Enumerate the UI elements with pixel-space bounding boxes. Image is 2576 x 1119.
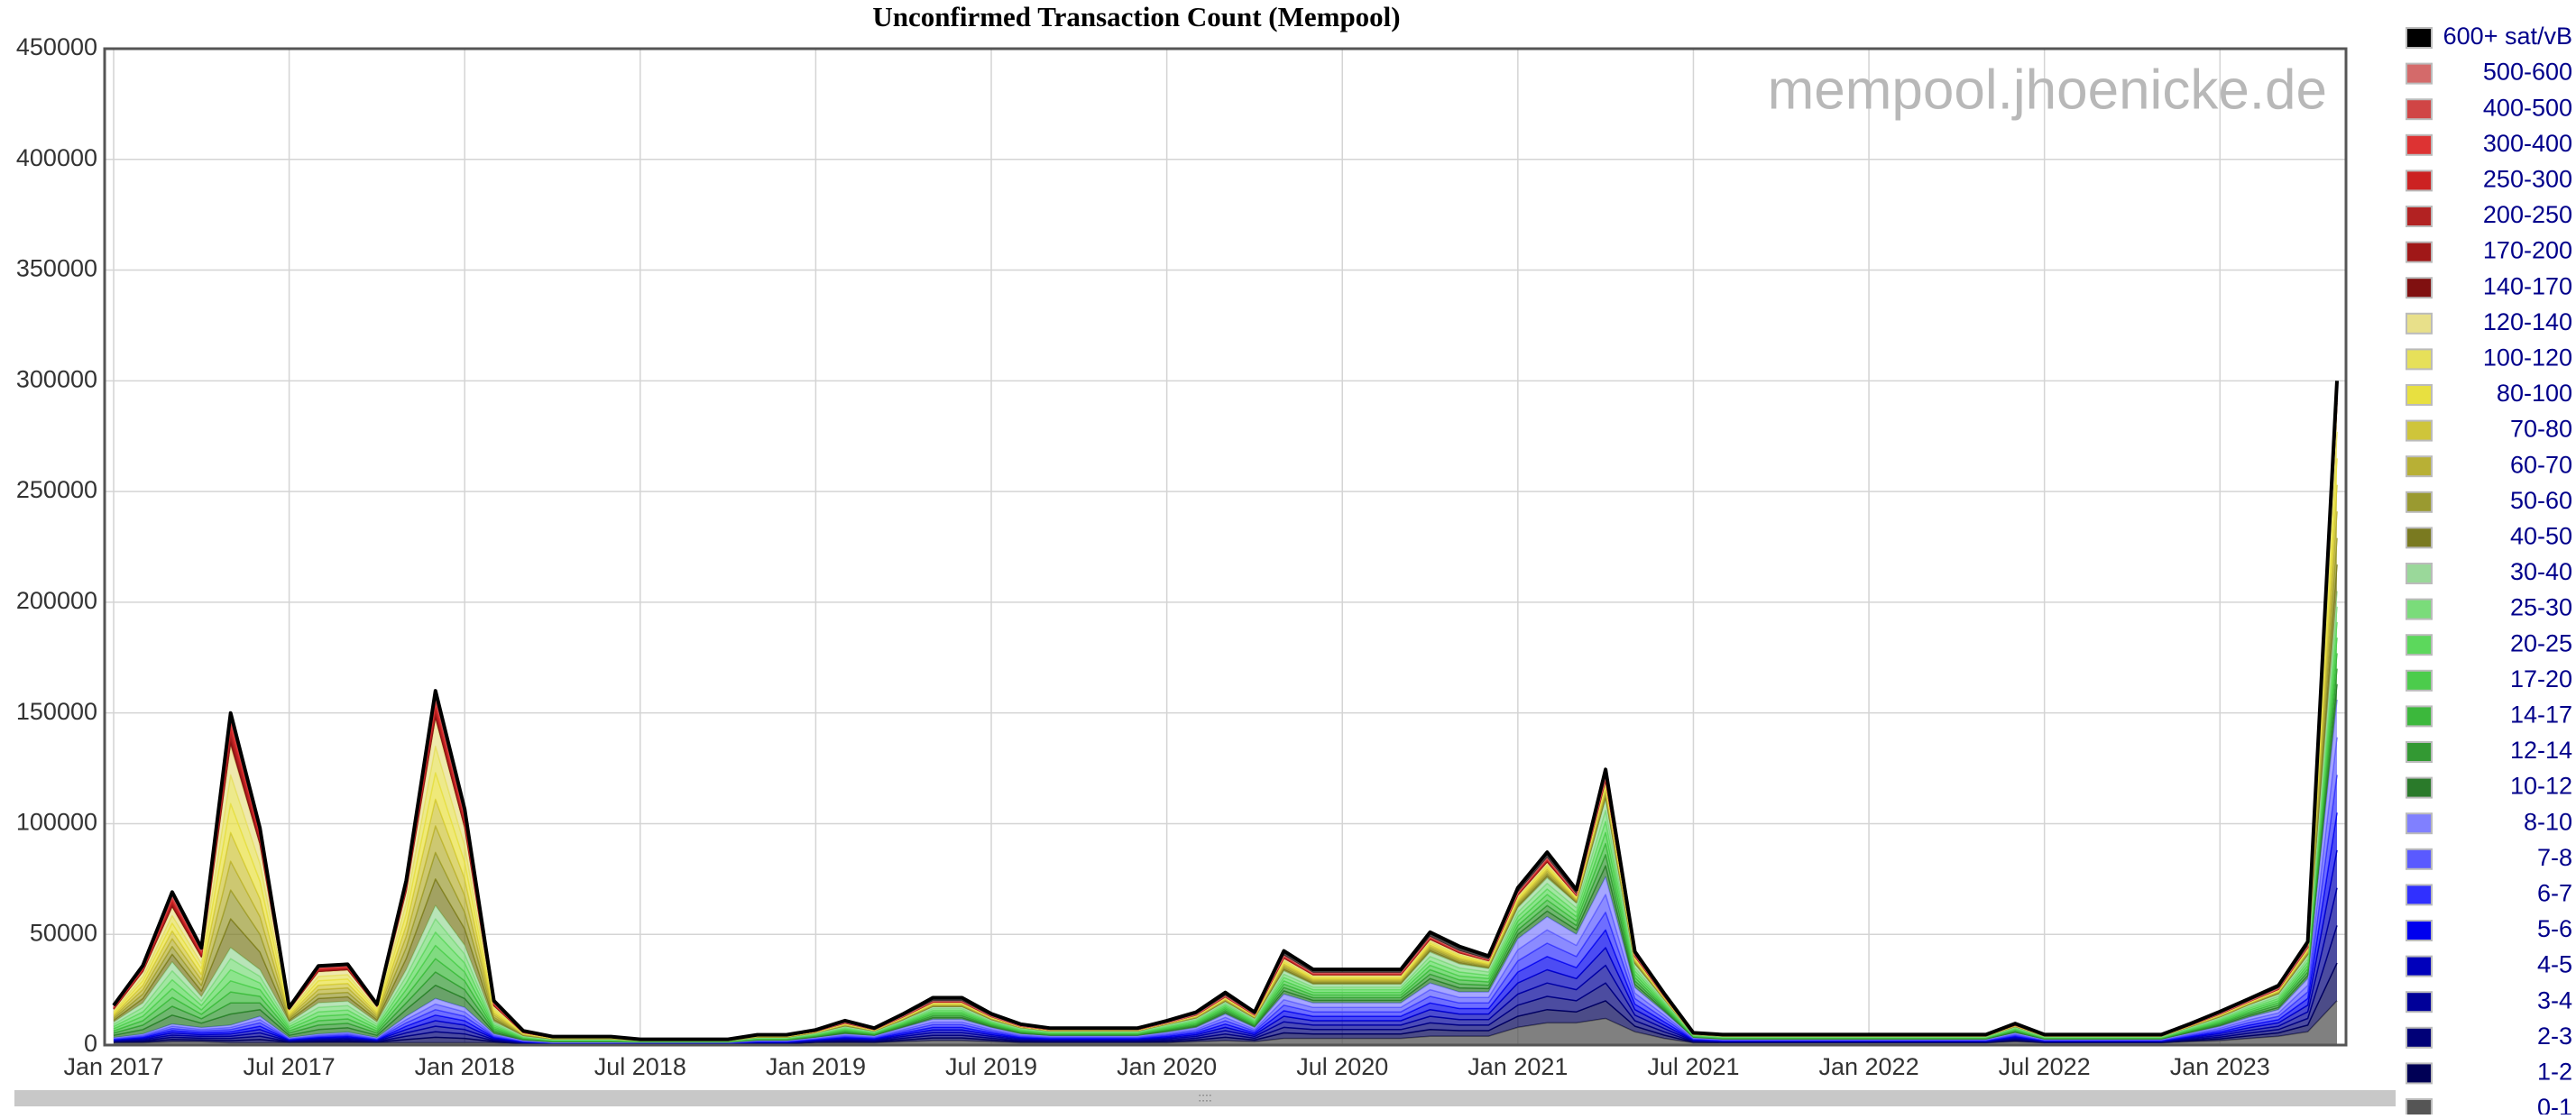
legend-swatch[interactable] (2406, 776, 2433, 799)
range-scrollbar[interactable] (14, 1090, 2396, 1106)
legend-label[interactable]: 7-8 (2537, 844, 2572, 871)
x-tick-label: Jul 2018 (594, 1053, 686, 1080)
legend-label[interactable]: 25-30 (2510, 594, 2572, 621)
legend-label[interactable]: 20-25 (2510, 629, 2572, 656)
legend-label[interactable]: 200-250 (2483, 201, 2572, 228)
area-fill (114, 431, 2337, 1041)
legend-label[interactable]: 500-600 (2483, 59, 2572, 86)
legend-label[interactable]: 40-50 (2510, 523, 2572, 550)
y-tick-label: 150000 (16, 698, 97, 725)
y-tick-label: 400000 (16, 144, 97, 171)
legend-label[interactable]: 4-5 (2537, 951, 2572, 978)
legend-label[interactable]: 1-2 (2537, 1059, 2572, 1086)
legend-label[interactable]: 140-170 (2483, 272, 2572, 299)
y-tick-label: 450000 (16, 33, 97, 60)
legend-label[interactable]: 14-17 (2510, 702, 2572, 729)
legend-swatch[interactable] (2406, 1062, 2433, 1085)
legend-swatch[interactable] (2406, 491, 2433, 513)
x-tick-label: Jan 2022 (1818, 1053, 1918, 1080)
x-tick-label: Jul 2017 (244, 1053, 336, 1080)
legend-label[interactable]: 12-14 (2510, 737, 2572, 764)
legend-label[interactable]: 170-200 (2483, 237, 2572, 264)
y-tick-label: 0 (84, 1030, 97, 1057)
legend: 600+ sat/vB 500-600 400-500 300-400 250-300 2… (2406, 23, 2572, 1119)
legend-label[interactable]: 100-120 (2483, 344, 2572, 371)
legend-label[interactable]: 0-1 (2537, 1094, 2572, 1119)
legend-label[interactable]: 250-300 (2483, 166, 2572, 193)
legend-swatch[interactable] (2406, 348, 2433, 371)
legend-label[interactable]: 120-140 (2483, 308, 2572, 335)
area-fill (114, 458, 2337, 1041)
legend-swatch[interactable] (2406, 705, 2433, 728)
x-tick-label: Jan 2018 (415, 1053, 515, 1080)
legend-swatch[interactable] (2406, 98, 2433, 121)
x-tick-label: Jan 2020 (1117, 1053, 1217, 1080)
legend-label[interactable]: 6-7 (2537, 880, 2572, 907)
legend-label[interactable]: 5-6 (2537, 915, 2572, 942)
x-tick-label: Jan 2021 (1467, 1053, 1568, 1080)
x-tick-label: Jul 2022 (1999, 1053, 2091, 1080)
legend-swatch[interactable] (2406, 812, 2433, 835)
legend-label[interactable]: 50-60 (2510, 487, 2572, 514)
y-tick-label: 100000 (16, 809, 97, 836)
legend-swatch[interactable] (2406, 62, 2433, 85)
legend-label[interactable]: 2-3 (2537, 1023, 2572, 1050)
legend-label[interactable]: 3-4 (2537, 986, 2572, 1014)
axes: 0 50000 100000 150000 200000 250000 300000 3500… (16, 33, 2270, 1080)
legend-label[interactable]: 70-80 (2510, 416, 2572, 443)
legend-swatch[interactable] (2406, 669, 2433, 692)
plot-frame (103, 47, 2348, 1047)
legend-swatch[interactable] (2406, 384, 2433, 406)
legend-swatch[interactable] (2406, 598, 2433, 620)
x-tick-label: Jul 2020 (1296, 1053, 1388, 1080)
legend-label[interactable]: 60-70 (2510, 451, 2572, 478)
legend-swatch[interactable] (2406, 170, 2433, 192)
legend-swatch[interactable] (2406, 133, 2433, 156)
legend-label[interactable]: 30-40 (2510, 558, 2572, 585)
legend-label[interactable]: 80-100 (2497, 380, 2572, 407)
legend-swatch[interactable] (2406, 241, 2433, 263)
legend-swatch[interactable] (2406, 527, 2433, 549)
y-tick-label: 250000 (16, 476, 97, 503)
legend-swatch[interactable] (2406, 1098, 2433, 1119)
series-line (112, 381, 2339, 1041)
legend-swatch[interactable] (2406, 206, 2433, 227)
legend-label[interactable]: 400-500 (2483, 94, 2572, 121)
legend-swatch[interactable] (2406, 991, 2433, 1014)
legend-swatch[interactable] (2406, 277, 2433, 299)
legend-swatch[interactable] (2406, 741, 2433, 763)
watermark: mempool.jhoenicke.de (1768, 59, 2327, 121)
y-tick-label: 200000 (16, 587, 97, 614)
grid (105, 48, 2346, 1046)
legend-swatch[interactable] (2406, 920, 2433, 941)
legend-swatch[interactable] (2406, 1026, 2433, 1049)
y-tick-label: 300000 (16, 365, 97, 392)
legend-swatch[interactable] (2406, 634, 2433, 656)
y-tick-label: 350000 (16, 255, 97, 282)
legend-swatch[interactable] (2406, 27, 2433, 49)
legend-swatch[interactable] (2406, 312, 2433, 335)
legend-swatch[interactable] (2406, 884, 2433, 906)
y-tick-label: 50000 (30, 919, 97, 946)
x-tick-label: Jan 2017 (63, 1053, 163, 1080)
legend-label[interactable]: 17-20 (2510, 665, 2572, 692)
x-tick-label: Jul 2021 (1647, 1053, 1739, 1080)
legend-swatch[interactable] (2406, 848, 2433, 870)
legend-swatch[interactable] (2406, 455, 2433, 478)
x-tick-label: Jan 2019 (766, 1053, 866, 1080)
legend-label[interactable]: 8-10 (2524, 808, 2572, 835)
plot-areas (112, 381, 2339, 1045)
legend-swatch[interactable] (2406, 955, 2433, 977)
legend-label[interactable]: 10-12 (2510, 773, 2572, 800)
legend-label[interactable]: 300-400 (2483, 130, 2572, 157)
legend-swatch[interactable] (2406, 563, 2433, 584)
x-tick-label: Jul 2019 (945, 1053, 1037, 1080)
x-tick-label: Jan 2023 (2170, 1053, 2270, 1080)
chart-title: Unconfirmed Transaction Count (Mempool) (872, 1, 1400, 32)
legend-swatch[interactable] (2406, 419, 2433, 442)
scrollbar-grip[interactable]: :::: (1198, 1090, 1212, 1105)
legend-label[interactable]: 600+ sat/vB (2443, 23, 2572, 50)
